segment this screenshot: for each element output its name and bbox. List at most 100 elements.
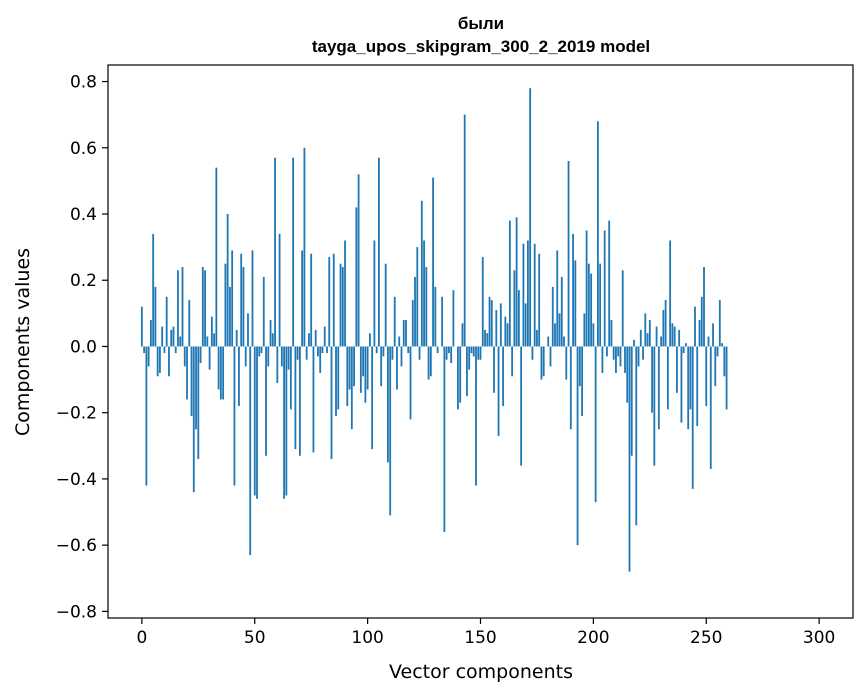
bar xyxy=(378,157,380,347)
bar xyxy=(208,346,211,370)
y-tick-label: 0.2 xyxy=(70,271,97,291)
bar xyxy=(427,346,430,380)
bar xyxy=(583,313,586,347)
bar xyxy=(651,346,653,413)
bar xyxy=(563,336,565,347)
bar xyxy=(590,273,593,347)
y-tick-label: 0.8 xyxy=(70,73,97,93)
bar xyxy=(165,296,168,347)
bar xyxy=(402,319,405,347)
bar xyxy=(703,266,705,347)
bar xyxy=(312,346,315,453)
bar xyxy=(163,346,166,354)
bar xyxy=(486,333,489,347)
x-tick-label: 50 xyxy=(244,628,266,648)
bar xyxy=(434,286,437,347)
bar xyxy=(233,346,236,486)
bar xyxy=(249,346,252,556)
bar xyxy=(445,346,448,360)
bar xyxy=(707,336,710,347)
x-tick-label: 150 xyxy=(464,628,496,648)
bar xyxy=(269,319,272,347)
bar xyxy=(596,121,599,347)
bar xyxy=(696,346,699,426)
bar xyxy=(280,346,283,367)
bar xyxy=(461,323,464,347)
bar xyxy=(725,346,728,410)
bar xyxy=(615,346,617,373)
bar xyxy=(330,346,333,460)
bar xyxy=(278,233,281,347)
bar xyxy=(170,329,173,347)
bar xyxy=(294,346,297,450)
bar xyxy=(673,326,676,347)
bar xyxy=(172,326,175,347)
bar xyxy=(411,300,414,347)
bar xyxy=(147,346,150,367)
bar xyxy=(425,266,428,347)
bar xyxy=(238,346,240,407)
bar xyxy=(452,290,455,347)
bar xyxy=(387,346,389,463)
bar xyxy=(531,346,534,360)
bar xyxy=(601,346,604,373)
bar xyxy=(423,240,425,347)
bar xyxy=(357,174,360,347)
bar xyxy=(718,300,721,347)
bar xyxy=(714,346,717,387)
bar xyxy=(459,346,462,403)
bar xyxy=(642,346,644,360)
bar xyxy=(578,346,581,387)
bar xyxy=(362,346,365,377)
bar xyxy=(429,346,432,377)
bar xyxy=(308,333,310,347)
x-tick-label: 0 xyxy=(136,628,147,648)
x-tick-label: 250 xyxy=(690,628,722,648)
bar xyxy=(542,346,545,377)
bar xyxy=(405,319,407,347)
bar xyxy=(305,346,308,360)
bar xyxy=(258,346,261,357)
bar xyxy=(319,346,322,373)
bar xyxy=(156,346,159,377)
bar xyxy=(192,346,195,493)
bar xyxy=(292,157,295,347)
bar xyxy=(267,346,270,367)
bar xyxy=(382,346,385,357)
bar xyxy=(689,346,692,410)
bar xyxy=(538,253,541,347)
bar xyxy=(274,157,276,347)
bar xyxy=(698,319,701,347)
bar xyxy=(470,346,473,354)
bar xyxy=(565,346,568,380)
bar xyxy=(529,88,532,347)
bar xyxy=(612,346,615,360)
bar xyxy=(441,296,444,347)
bar xyxy=(608,220,611,347)
bar xyxy=(140,306,143,347)
bar xyxy=(298,346,301,456)
bar xyxy=(195,346,197,430)
x-tick-label: 100 xyxy=(351,628,383,648)
bar xyxy=(181,266,184,347)
bar xyxy=(186,346,188,400)
bar xyxy=(161,326,164,347)
bar xyxy=(380,346,383,387)
bar xyxy=(533,243,536,347)
bar xyxy=(504,316,507,347)
bar xyxy=(624,346,626,373)
bar xyxy=(244,346,247,367)
bar xyxy=(587,263,590,347)
bar xyxy=(569,346,572,430)
bar xyxy=(416,247,419,347)
bar xyxy=(556,250,559,347)
bar xyxy=(204,270,206,347)
bar xyxy=(323,326,326,347)
bar xyxy=(432,177,434,347)
bar xyxy=(168,346,170,377)
bar xyxy=(303,147,306,347)
y-tick-label: −0.6 xyxy=(56,536,97,556)
bar xyxy=(409,346,412,420)
bar xyxy=(341,266,344,347)
